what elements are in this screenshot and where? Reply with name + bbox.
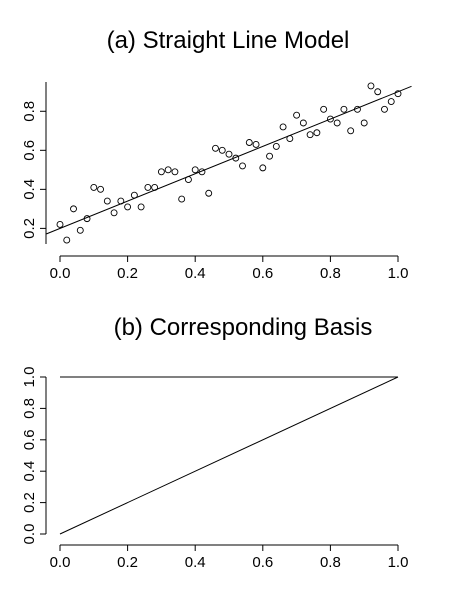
panel-b-x-ticks: 0.0 0.2 0.4 0.6 0.8 1.0 (50, 545, 409, 571)
panel-a-y-ticks: 0.2 0.4 0.6 0.8 (21, 101, 46, 239)
y-tick-label: 0.8 (21, 398, 38, 419)
data-point (353, 105, 361, 113)
data-point (205, 189, 213, 197)
data-point (360, 119, 368, 127)
x-tick-label: 0.2 (117, 265, 138, 282)
y-tick-label: 0.2 (21, 492, 38, 513)
panel-straight-line-model: (a) Straight Line Model 0.0 0.2 0.4 0.6 0.8 1… (21, 27, 412, 282)
data-point (225, 150, 233, 158)
data-point (56, 221, 64, 228)
data-point (239, 162, 246, 170)
y-tick-label: 0.6 (21, 140, 38, 161)
data-point (374, 88, 382, 96)
x-tick-label: 0.8 (320, 265, 341, 282)
data-point (90, 183, 98, 191)
data-point (299, 119, 307, 127)
data-point (313, 129, 321, 137)
data-point (130, 191, 138, 199)
data-point (326, 115, 334, 123)
x-tick-label: 0.0 (50, 265, 71, 282)
x-tick-label: 1.0 (388, 265, 409, 282)
fit-line (46, 85, 412, 235)
data-point (279, 123, 287, 131)
x-tick-label: 1.0 (388, 554, 409, 571)
panel-a-title: (a) Straight Line Model (107, 27, 350, 54)
data-point (83, 215, 91, 223)
panel-a-points (56, 82, 402, 244)
data-point (164, 166, 172, 174)
data-point (151, 183, 159, 191)
data-point (184, 176, 192, 184)
data-point (272, 142, 280, 150)
x-tick-label: 0.4 (185, 554, 206, 571)
data-point (367, 82, 375, 90)
y-tick-label: 0.8 (21, 101, 38, 122)
data-point (333, 119, 341, 127)
data-point (394, 90, 402, 98)
data-point (178, 195, 186, 203)
data-point (70, 205, 77, 213)
x-tick-label: 0.6 (252, 554, 273, 571)
x-tick-label: 0.8 (320, 554, 341, 571)
data-point (171, 168, 179, 176)
data-point (110, 209, 118, 217)
y-tick-label: 1.0 (21, 367, 38, 388)
data-point (340, 105, 348, 113)
panel-b-title: (b) Corresponding Basis (114, 314, 373, 341)
data-point (144, 183, 152, 191)
data-point (293, 111, 301, 119)
x-tick-label: 0.2 (117, 554, 138, 571)
panel-a-fit-line-group (46, 85, 412, 235)
x-tick-label: 0.6 (252, 265, 273, 282)
data-point (266, 152, 274, 160)
panel-b-y-ticks: 0.0 0.2 0.4 0.6 0.8 1.0 (21, 367, 46, 545)
data-point (76, 226, 84, 234)
data-point (387, 98, 395, 105)
data-point (245, 139, 253, 146)
x-tick-label: 0.0 (50, 554, 71, 571)
data-point (103, 197, 111, 205)
data-point (212, 144, 219, 152)
data-point (117, 197, 125, 205)
data-point (137, 203, 145, 211)
panel-a-x-ticks: 0.0 0.2 0.4 0.6 0.8 1.0 (50, 256, 409, 282)
y-tick-label: 0.4 (21, 179, 38, 200)
data-point (63, 236, 71, 244)
data-point (232, 154, 240, 162)
data-point (124, 203, 132, 211)
panel-corresponding-basis: (b) Corresponding Basis 0.0 0.2 0.4 0.6 0.8 1… (21, 314, 408, 571)
data-point (252, 141, 260, 148)
data-point (198, 168, 206, 176)
data-point (259, 164, 267, 172)
data-point (97, 185, 105, 193)
data-point (218, 146, 226, 154)
data-point (347, 127, 355, 135)
panel-b-basis-lines (59, 376, 399, 535)
data-point (157, 168, 165, 176)
data-point (191, 166, 199, 174)
y-tick-label: 0.4 (21, 461, 38, 482)
y-tick-label: 0.0 (21, 524, 38, 545)
data-point (286, 135, 294, 143)
basis-line-linear (59, 376, 399, 535)
data-point (306, 131, 314, 139)
data-point (381, 105, 388, 113)
y-tick-label: 0.2 (21, 218, 38, 239)
y-tick-label: 0.6 (21, 429, 38, 450)
x-tick-label: 0.4 (185, 265, 206, 282)
data-point (320, 105, 328, 113)
